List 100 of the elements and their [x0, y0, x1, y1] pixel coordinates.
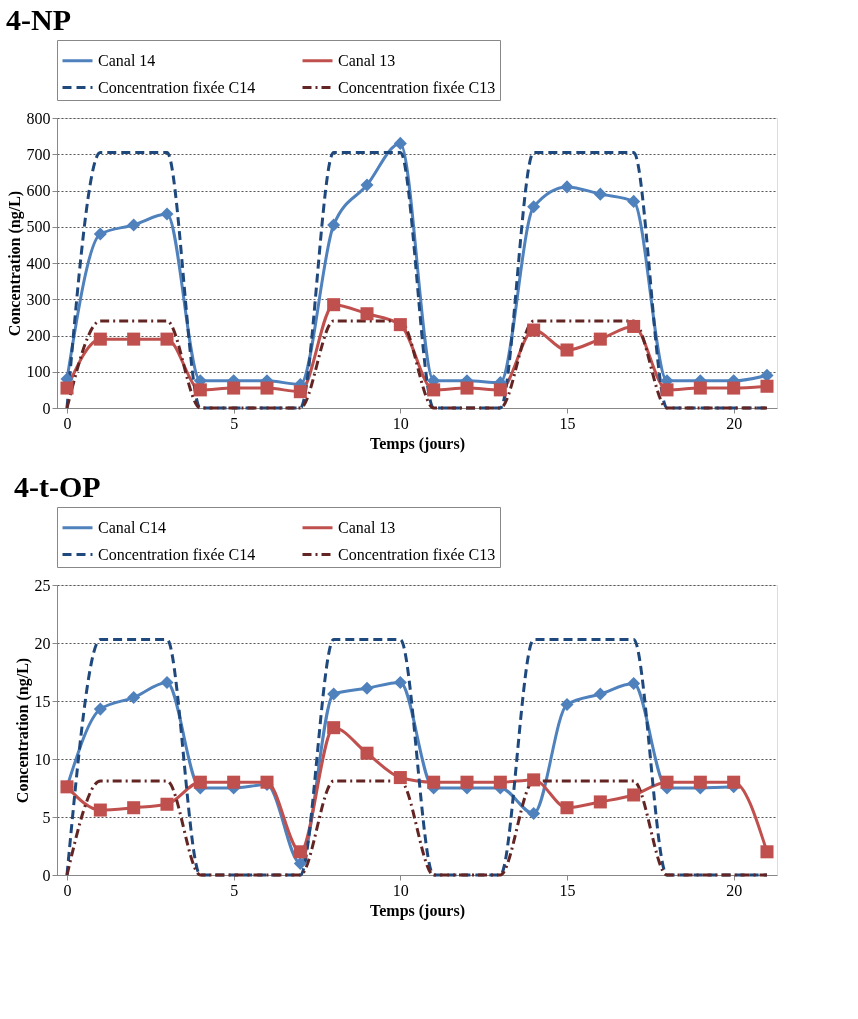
y-tick-label: 400	[26, 254, 51, 272]
x-axis-title: Temps (jours)	[370, 434, 465, 453]
point	[127, 691, 141, 705]
y-axis-title: Concentration (ng/L)	[5, 190, 24, 337]
point	[593, 795, 607, 809]
x-axis-title: Temps (jours)	[370, 901, 465, 920]
x-tick-label: 5	[230, 414, 239, 432]
point	[293, 845, 307, 859]
point	[760, 368, 774, 382]
point	[60, 381, 74, 395]
point	[227, 381, 241, 395]
point	[560, 180, 574, 194]
point	[393, 136, 407, 150]
point	[527, 200, 541, 214]
point	[293, 856, 307, 870]
point	[93, 332, 107, 346]
y-tick-label: 0	[42, 399, 51, 417]
point	[393, 318, 407, 332]
y-tick-label: 600	[26, 182, 51, 199]
point	[93, 803, 107, 817]
point	[360, 746, 374, 760]
point	[227, 775, 241, 789]
chart-title: 4-t-OP	[14, 469, 101, 503]
x-tick-label: 5	[230, 881, 239, 899]
point	[327, 218, 341, 232]
point	[160, 797, 174, 811]
point	[393, 771, 407, 785]
y-tick-label: 5	[42, 808, 51, 826]
point	[160, 332, 174, 346]
y-axis-title: Concentration (ng/L)	[13, 657, 32, 804]
point	[93, 227, 107, 241]
point	[693, 775, 707, 789]
point	[627, 677, 641, 691]
point	[760, 845, 774, 859]
point	[360, 178, 374, 192]
point	[327, 721, 341, 735]
y-tick-label: 700	[26, 145, 51, 163]
point	[493, 383, 507, 397]
y-tick-label: 10	[34, 750, 51, 768]
y-tick-label: 15	[34, 692, 51, 710]
point	[327, 687, 341, 701]
point	[460, 775, 474, 789]
y-tick-label: 200	[26, 327, 51, 344]
point	[493, 775, 507, 789]
point	[560, 697, 574, 711]
x-tick-label: 0	[63, 881, 72, 899]
legend-label: Concentration fixée C13	[338, 78, 496, 96]
point	[560, 343, 574, 357]
y-tick-label: 500	[26, 218, 51, 236]
point	[260, 381, 274, 395]
legend-label: Canal 14	[98, 51, 156, 69]
y-tick-label: 20	[34, 634, 51, 652]
legend-label: Concentration fixée C14	[98, 78, 256, 96]
point	[160, 207, 174, 221]
x-tick-label: 20	[726, 881, 743, 899]
point	[660, 383, 674, 397]
x-tick-label: 10	[392, 414, 409, 432]
point	[193, 383, 207, 397]
point	[360, 307, 374, 321]
chart-title: 4-NP	[6, 2, 71, 36]
y-tick-label: 25	[34, 576, 51, 594]
legend-label: Canal 13	[338, 51, 396, 69]
x-tick-label: 0	[63, 414, 72, 432]
point	[627, 319, 641, 333]
point	[127, 332, 141, 346]
x-tick-label: 15	[559, 414, 576, 432]
point	[93, 702, 107, 716]
point	[527, 807, 541, 821]
point	[593, 187, 607, 201]
point	[760, 379, 774, 393]
point	[660, 775, 674, 789]
point	[727, 775, 741, 789]
point	[460, 381, 474, 395]
point	[127, 801, 141, 815]
point	[427, 775, 441, 789]
point	[393, 675, 407, 689]
point	[593, 687, 607, 701]
point	[627, 194, 641, 208]
point	[127, 218, 141, 232]
point	[593, 332, 607, 346]
point	[560, 801, 574, 815]
point	[327, 298, 341, 312]
point	[193, 775, 207, 789]
point	[527, 323, 541, 337]
point	[360, 681, 374, 695]
x-tick-label: 15	[559, 881, 576, 899]
point	[527, 773, 541, 787]
legend-label: Canal C14	[98, 518, 166, 536]
point	[160, 675, 174, 689]
point	[293, 385, 307, 399]
legend-label: Concentration fixée C13	[338, 545, 496, 563]
point	[427, 383, 441, 397]
y-tick-label: 100	[26, 363, 51, 381]
point	[627, 788, 641, 802]
y-tick-label: 0	[42, 866, 51, 884]
y-tick-label: 800	[26, 109, 51, 127]
x-tick-label: 20	[726, 414, 743, 432]
legend-label: Concentration fixée C14	[98, 545, 256, 563]
y-tick-label: 300	[26, 290, 51, 308]
x-tick-label: 10	[392, 881, 409, 899]
